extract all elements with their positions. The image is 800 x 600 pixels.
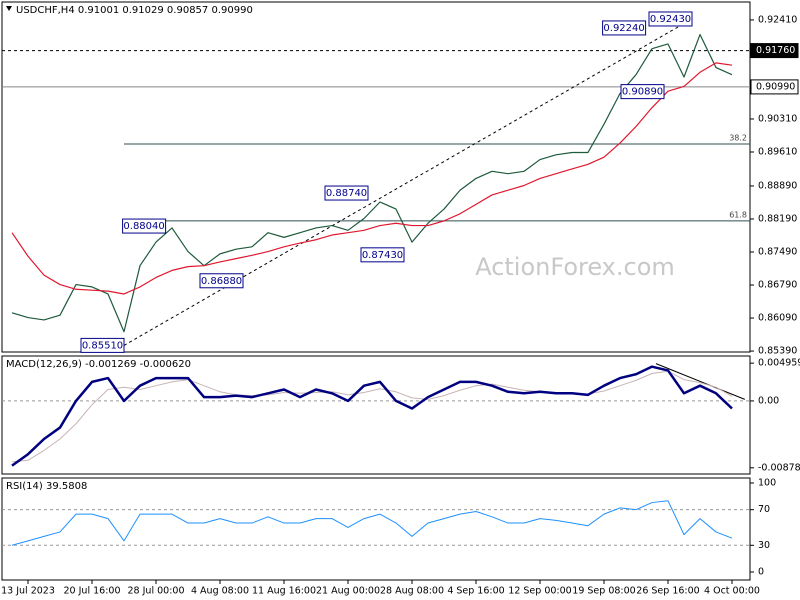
series-line xyxy=(11,370,733,463)
y-tick-label: 0.87490 xyxy=(758,247,797,258)
panel-title: RSI(14) 39.5808 xyxy=(6,481,87,492)
panel-frame xyxy=(1,1,751,353)
series-line xyxy=(11,365,733,467)
y-tick-label: 0.89610 xyxy=(758,147,797,158)
panel-frame xyxy=(1,355,751,475)
menu-arrow[interactable] xyxy=(6,6,12,11)
panel-title: MACD(12,26,9) -0.001269 -0.000620 xyxy=(6,359,191,370)
price-annotation-box xyxy=(620,84,665,100)
price-annotation-label: 0.90890 xyxy=(622,87,663,98)
price-annotation-box xyxy=(360,247,405,263)
price-annotation-box xyxy=(122,218,167,234)
level-price-label: 0.90990 xyxy=(756,81,795,92)
x-tick-label: 4 Sep 16:00 xyxy=(447,586,504,597)
trend-line xyxy=(123,18,693,346)
series-line xyxy=(11,500,733,546)
x-tick-label: 19 Sep 08:00 xyxy=(572,586,635,597)
x-tick-label: 26 Sep 16:00 xyxy=(636,586,699,597)
y-tick-label: 0.86090 xyxy=(758,313,797,324)
y-tick-label: 0 xyxy=(758,566,764,577)
price-annotation-box xyxy=(324,185,369,201)
price-annotation-box xyxy=(199,273,244,289)
price-annotation-label: 0.87430 xyxy=(362,250,403,261)
x-tick-label: 4 Aug 08:00 xyxy=(191,586,249,597)
y-tick-label: 100 xyxy=(758,477,776,488)
price-annotation-label: 0.88740 xyxy=(326,188,367,199)
price-annotation-label: 0.86880 xyxy=(201,276,242,287)
x-tick-label: 28 Aug 08:00 xyxy=(380,586,444,597)
x-tick-label: 20 Jul 16:00 xyxy=(64,586,121,597)
fib-label: 61.8 xyxy=(729,210,747,219)
watermark: ActionForex.com xyxy=(475,253,675,281)
y-tick-label: 0.004959 xyxy=(758,358,800,369)
price-annotation-label: 0.85510 xyxy=(82,340,123,351)
x-tick-label: 4 Oct 00:00 xyxy=(704,586,760,597)
panel-title: USDCHF,H4 0.91001 0.91029 0.90857 0.9099… xyxy=(16,5,253,16)
level-price-label: 0.91760 xyxy=(756,45,795,56)
series-line xyxy=(11,62,733,295)
x-tick-label: 13 Jul 2023 xyxy=(1,586,55,597)
y-tick-label: 0.90310 xyxy=(758,113,797,124)
price-annotation-label: 0.92240 xyxy=(603,23,644,34)
y-tick-label: 0.86790 xyxy=(758,280,797,291)
price-annotation-label: 0.92430 xyxy=(650,14,691,25)
x-tick-label: 21 Aug 00:00 xyxy=(316,586,380,597)
series-line xyxy=(11,33,733,333)
price-annotation-box xyxy=(648,11,693,27)
x-tick-label: 12 Sep 00:00 xyxy=(508,586,571,597)
y-tick-label: -0.008785 xyxy=(758,462,800,473)
y-tick-label: 30 xyxy=(758,540,770,551)
y-tick-label: 0.85390 xyxy=(758,346,797,357)
fib-label: 38.2 xyxy=(729,133,747,142)
level-price-box xyxy=(750,43,799,59)
x-tick-label: 11 Aug 16:00 xyxy=(252,586,316,597)
y-tick-label: 0.00 xyxy=(758,395,779,406)
x-tick-label: 28 Jul 00:00 xyxy=(128,586,185,597)
trend-line xyxy=(655,363,745,400)
y-tick-label: 0.92410 xyxy=(758,14,797,25)
y-tick-label: 70 xyxy=(758,504,770,515)
y-tick-label: 0.88890 xyxy=(758,180,797,191)
price-annotation-box xyxy=(80,337,125,353)
y-tick-label: 0.88190 xyxy=(758,213,797,224)
panel-frame xyxy=(1,477,751,581)
price-annotation-label: 0.88040 xyxy=(123,221,164,232)
price-annotation-box xyxy=(602,20,647,36)
level-price-box xyxy=(750,79,799,95)
